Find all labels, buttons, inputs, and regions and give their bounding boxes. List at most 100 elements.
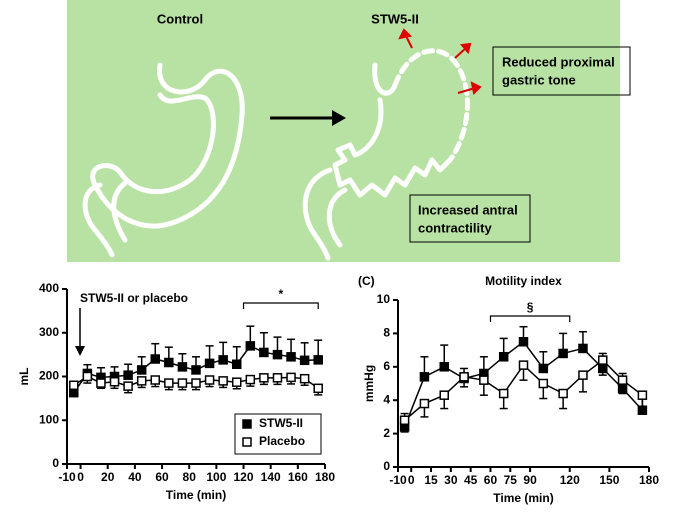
marker xyxy=(204,358,215,369)
marker xyxy=(150,354,161,364)
legend-marker xyxy=(242,437,252,447)
marker xyxy=(164,357,174,368)
text-box xyxy=(409,194,531,243)
annotation: STW5-II or placebo xyxy=(80,291,188,305)
marker xyxy=(313,355,323,365)
marker xyxy=(439,390,449,400)
box-text: Increased antral xyxy=(418,202,518,217)
x-tick-label: 15 xyxy=(424,473,438,487)
marker xyxy=(578,343,588,354)
x-tick-label: -10 xyxy=(389,473,407,487)
marker xyxy=(177,378,188,388)
y-tick-label: 6 xyxy=(383,359,390,373)
chart-title: Motility index xyxy=(485,274,562,288)
marker xyxy=(498,388,509,399)
stw5-relaxed-wall xyxy=(392,48,470,163)
x-tick-label: 150 xyxy=(599,473,619,487)
x-tick-label: 0 xyxy=(77,470,84,484)
y-tick-label: 10 xyxy=(377,292,391,306)
x-tick-label: 45 xyxy=(464,473,478,487)
control-duodenum xyxy=(82,180,128,258)
diagram: Control STW5-II Reduced proximal gastric… xyxy=(67,0,631,262)
marker xyxy=(538,378,549,389)
marker xyxy=(459,372,469,382)
marker xyxy=(637,390,648,400)
marker xyxy=(191,365,201,375)
stw5-label: STW5-II xyxy=(371,11,419,26)
marker xyxy=(558,388,568,399)
y-axis-label: mL xyxy=(17,368,31,386)
marker xyxy=(204,375,215,385)
marker xyxy=(82,371,93,382)
marker xyxy=(439,362,449,372)
marker xyxy=(617,383,628,394)
marker xyxy=(299,373,310,384)
legend-label: STW5-II xyxy=(259,416,303,430)
legend-marker xyxy=(242,419,252,429)
x-tick-label: 180 xyxy=(315,470,335,484)
box-text: Reduced proximal xyxy=(502,54,615,69)
marker xyxy=(272,349,283,360)
bracket xyxy=(242,302,319,309)
marker xyxy=(558,348,568,359)
marker xyxy=(538,363,549,374)
x-tick-label: 60 xyxy=(484,473,498,487)
x-tick-label: 40 xyxy=(128,470,142,484)
marker xyxy=(259,373,269,383)
box-text: contractility xyxy=(418,220,492,235)
x-tick-label: 100 xyxy=(206,470,226,484)
marker xyxy=(518,337,529,347)
annotation: § xyxy=(527,300,534,314)
y-tick-label: 400 xyxy=(39,281,59,295)
marker xyxy=(123,381,133,391)
y-tick-label: 200 xyxy=(39,369,59,383)
marker xyxy=(286,352,296,362)
marker xyxy=(245,341,256,351)
x-tick-label: 120 xyxy=(234,470,254,484)
x-tick-label: 90 xyxy=(523,473,537,487)
marker xyxy=(637,405,648,415)
y-tick-label: 0 xyxy=(383,459,390,473)
x-tick-label: 80 xyxy=(183,470,197,484)
marker xyxy=(259,347,269,358)
series-line xyxy=(403,340,643,428)
y-tick-label: 300 xyxy=(39,325,59,339)
marker xyxy=(96,378,106,388)
marker xyxy=(218,355,228,365)
marker xyxy=(123,370,133,380)
marker xyxy=(164,378,174,388)
annotation: * xyxy=(279,287,284,301)
marker xyxy=(479,375,489,385)
marker xyxy=(136,365,147,375)
x-tick-label: -10 xyxy=(58,470,76,484)
marker xyxy=(518,360,529,370)
marker xyxy=(272,373,283,383)
marker xyxy=(218,376,228,386)
diagram-background xyxy=(67,0,620,262)
y-tick-label: 0 xyxy=(52,456,59,470)
marker xyxy=(177,362,188,372)
y-tick-label: 4 xyxy=(383,392,390,406)
stw5-antrum xyxy=(332,97,453,198)
marker xyxy=(598,355,608,365)
marker xyxy=(598,363,608,374)
x-tick-label: 0 xyxy=(408,473,415,487)
x-axis-label: Time (min) xyxy=(166,488,226,502)
legend-label: Placebo xyxy=(259,434,305,448)
marker xyxy=(617,375,628,385)
y-tick-label: 100 xyxy=(39,412,59,426)
bracket xyxy=(489,315,571,322)
x-tick-label: 30 xyxy=(444,473,458,487)
marker xyxy=(313,383,323,394)
marker xyxy=(69,380,79,390)
stw5-duodenum xyxy=(302,167,348,261)
panel-label: (C) xyxy=(358,274,375,288)
x-axis-label: Time (min) xyxy=(493,491,553,505)
x-tick-label: 75 xyxy=(504,473,518,487)
x-tick-label: 20 xyxy=(101,470,115,484)
marker xyxy=(419,372,430,382)
marker xyxy=(231,359,242,369)
x-tick-label: 140 xyxy=(261,470,281,484)
marker xyxy=(109,377,120,387)
